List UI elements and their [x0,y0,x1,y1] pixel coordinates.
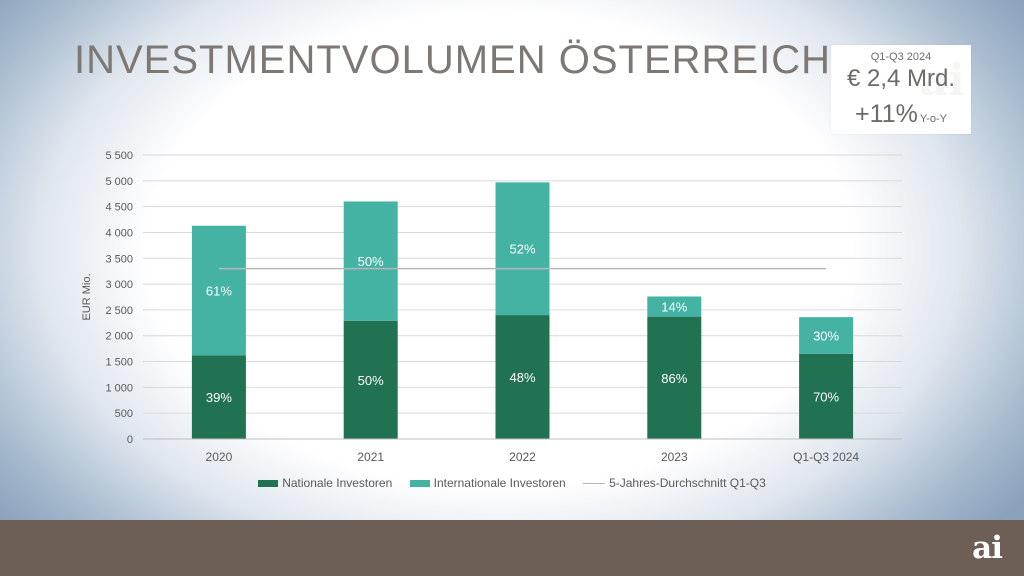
x-tick-label: 2020 [206,450,233,464]
legend-line-average [583,483,606,485]
x-tick-label: 2022 [509,450,536,464]
x-tick-label: 2023 [661,450,688,464]
legend-item-average: 5-Jahres-Durchschnitt Q1-Q3 [583,476,766,490]
bar-segment [647,316,702,439]
legend-label-national: Nationale Investoren [282,476,393,490]
y-tick-label: 0 [127,434,133,446]
kpi-growth-value: +11% [855,100,918,128]
y-tick-label: 5 000 [105,176,133,188]
y-tick-label: 4 500 [105,202,133,214]
y-tick-label: 2 000 [105,331,133,343]
y-tick-label: 500 [115,408,133,420]
y-tick-label: 5 500 [105,150,133,162]
x-tick-label: 2021 [357,450,384,464]
legend-item-international: Internationale Investoren [409,476,566,490]
legend-swatch-international [409,480,430,488]
data-label: 70% [813,389,839,404]
data-label: 50% [358,373,384,388]
data-label: 14% [661,300,687,315]
y-tick-label: 4 000 [105,227,133,239]
legend-swatch-national [258,480,279,488]
legend-label-average: 5-Jahres-Durchschnitt Q1-Q3 [609,476,766,490]
data-label: 86% [661,371,687,386]
legend-item-national: Nationale Investoren [258,476,392,490]
kpi-growth-suffix: Y-o-Y [919,113,947,125]
bar-segment [495,182,550,316]
bar-segment [343,320,398,439]
y-tick-label: 1 500 [105,357,133,369]
page-title: INVESTMENTVOLUMEN ÖSTERREICH [74,38,831,82]
data-label: 30% [813,328,839,343]
x-tick-label: Q1-Q3 2024 [793,450,859,464]
y-tick-label: 3 000 [105,279,133,291]
data-label: 48% [509,370,535,385]
kpi-period: Q1-Q3 2024 [870,51,932,63]
legend-label-international: Internationale Investoren [433,476,566,490]
kpi-growth: +11% Y-o-Y [831,100,971,129]
bar-segment [799,353,854,439]
kpi-box: ai Q1-Q3 2024 € 2,4 Mrd. +11% Y-o-Y [831,45,971,134]
data-label: 39% [206,390,232,405]
footer-bar: ai [0,520,1024,576]
kpi-amount: € 2,4 Mrd. [846,65,956,92]
bar-segment [495,315,550,439]
bar-segment [191,355,246,439]
stacked-bar-chart: 0 500 1 000 1 500 2 000 2 500 3 000 3 500 4 000 4… [81,150,902,464]
chart-legend: Nationale Investoren Internationale Inve… [0,476,1024,490]
y-tick-label: 1 000 [105,382,133,394]
bar-segment [647,296,702,317]
y-tick-label: 3 500 [105,253,133,265]
data-label: 52% [509,242,535,257]
brand-logo: ai [972,530,1003,566]
data-label: 50% [358,254,384,269]
y-tick-label: 2 500 [105,305,133,317]
bar-segment [343,201,398,321]
watermark-logo: ai [919,55,965,106]
y-axis-label: EUR Mio. [81,273,93,320]
bar-segment [799,317,854,354]
data-label: 61% [206,284,232,299]
bar-segment [191,225,246,356]
